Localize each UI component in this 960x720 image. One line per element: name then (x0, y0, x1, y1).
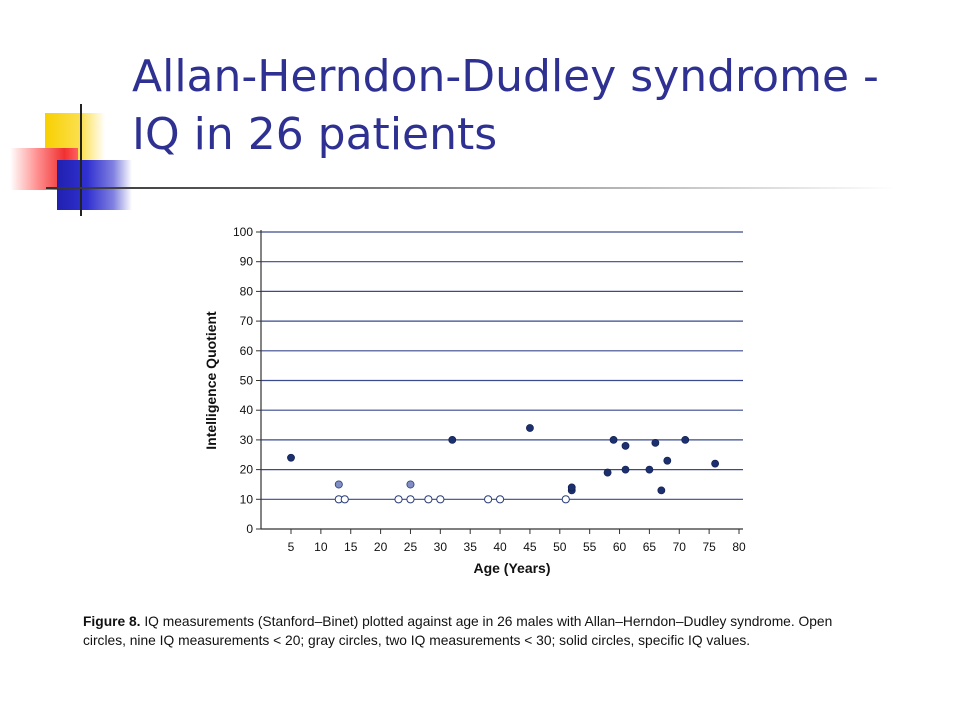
data-point-solid (621, 465, 630, 474)
data-point-open (340, 495, 349, 504)
data-point-solid (651, 438, 660, 447)
caption-text: IQ measurements (Stanford–Binet) plotted… (83, 614, 833, 648)
data-point-solid (448, 435, 457, 444)
data-point-gray (406, 480, 415, 489)
decor-vertical-rule (80, 104, 82, 216)
decor-blue-square (57, 160, 132, 210)
data-point-solid (711, 459, 720, 468)
data-point-solid (603, 468, 612, 477)
x-tick-label: 5 (288, 540, 295, 554)
slide-title-line-2: IQ in 26 patients (132, 109, 498, 160)
x-tick-label: 20 (374, 540, 388, 554)
x-tick-label: 40 (493, 540, 507, 554)
y-tick-label: 50 (240, 374, 254, 388)
data-point-solid (657, 486, 666, 495)
data-point-solid (287, 453, 295, 462)
figure-caption: Figure 8. IQ measurements (Stanford–Bine… (83, 612, 873, 650)
data-point-open (406, 495, 415, 504)
data-point-open (495, 495, 505, 504)
x-tick-label: 80 (732, 540, 746, 554)
y-tick-label: 90 (240, 255, 254, 269)
data-point-gray (334, 480, 343, 489)
data-point-open (424, 495, 433, 504)
data-point-solid (526, 424, 534, 432)
y-tick-label: 0 (246, 522, 253, 536)
y-tick-label: 80 (240, 284, 254, 298)
y-tick-label: 70 (240, 314, 254, 328)
y-tick-label: 10 (240, 492, 254, 506)
data-point-solid (663, 456, 672, 465)
y-tick-label: 20 (240, 463, 254, 477)
x-axis-label: Age (Years) (473, 560, 550, 576)
y-axis-label: Intelligence Quotient (203, 311, 219, 450)
x-tick-label: 75 (702, 540, 716, 554)
x-tick-label: 65 (643, 540, 657, 554)
x-tick-label: 25 (404, 540, 418, 554)
data-point-open (561, 495, 570, 504)
title-underline (46, 187, 896, 189)
data-point-open (484, 495, 493, 504)
data-point-open (436, 495, 445, 504)
x-tick-label: 50 (553, 540, 567, 554)
x-tick-label: 45 (523, 540, 537, 554)
x-tick-label: 10 (314, 540, 328, 554)
x-tick-label: 60 (613, 540, 627, 554)
caption-label: Figure 8. (83, 614, 141, 629)
x-tick-label: 55 (583, 540, 597, 554)
data-point-solid (645, 465, 654, 474)
x-tick-label: 15 (344, 540, 358, 554)
data-point-solid (567, 483, 576, 492)
data-point-open (394, 495, 403, 504)
data-point-solid (609, 435, 618, 444)
iq-age-scatter-chart: 0 10 20 30 40 50 60 70 80 90 100 5 10 15 20 25 30 35 40 45 5… (203, 225, 746, 576)
y-tick-label: 100 (233, 225, 253, 239)
y-tick-label: 40 (240, 403, 254, 417)
x-tick-label: 30 (434, 540, 448, 554)
y-tick-label: 60 (240, 344, 254, 358)
x-tick-label: 70 (673, 540, 687, 554)
y-tick-label: 30 (240, 433, 254, 447)
slide-title-line-1: Allan-Herndon-Dudley syndrome - (132, 51, 879, 102)
slide-title: Allan-Herndon-Dudley syndrome - IQ in 26… (132, 48, 952, 164)
x-tick-label: 35 (464, 540, 478, 554)
data-point-solid (621, 441, 630, 450)
data-point-solid (681, 435, 690, 444)
